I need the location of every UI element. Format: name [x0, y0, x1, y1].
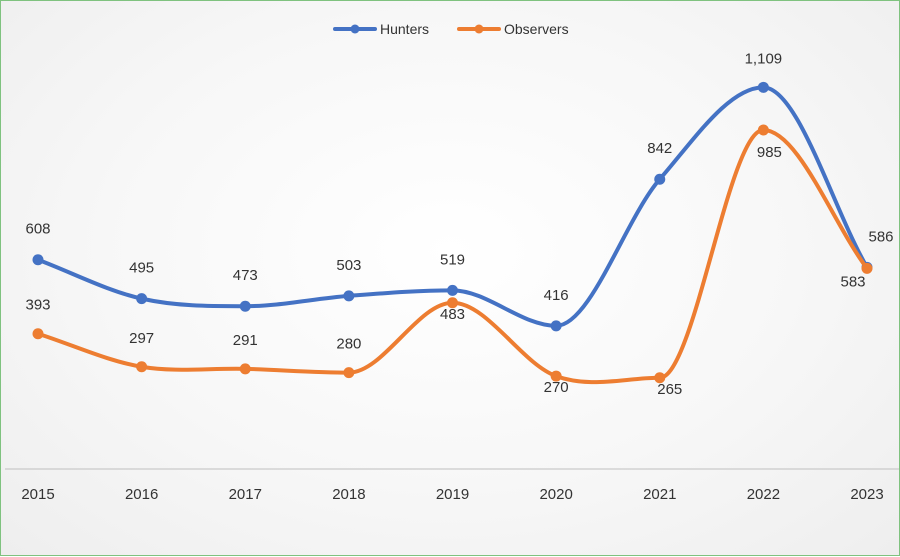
- data-point-hunters-2022: [757, 81, 769, 93]
- data-point-observers-2017: [239, 363, 251, 375]
- data-point-hunters-2015: [32, 254, 44, 266]
- data-label-hunters-2021: 842: [647, 140, 672, 157]
- data-label-hunters-2019: 519: [440, 251, 465, 268]
- x-tick-label-2023: 2023: [850, 486, 883, 503]
- x-tick-label-2015: 2015: [21, 486, 54, 503]
- x-tick-label-2022: 2022: [747, 486, 780, 503]
- data-point-hunters-2017: [239, 300, 251, 312]
- data-label-observers-2016: 297: [129, 330, 154, 347]
- data-point-observers-2019: [447, 297, 458, 309]
- data-point-observers-2021: [654, 372, 666, 384]
- data-label-hunters-2023: 586: [868, 228, 893, 245]
- data-label-observers-2017: 291: [233, 332, 258, 349]
- data-point-hunters-2018: [343, 290, 355, 302]
- data-point-observers-2016: [136, 361, 148, 373]
- data-point-observers-2015: [32, 328, 44, 340]
- data-point-hunters-2019: [447, 284, 458, 296]
- legend-label-hunters: Hunters: [380, 21, 429, 37]
- data-label-observers-2023: 583: [840, 273, 865, 290]
- data-point-observers-2023: [861, 262, 873, 274]
- data-label-hunters-2022: 1,109: [745, 50, 783, 67]
- data-label-hunters-2018: 503: [336, 257, 361, 274]
- data-label-hunters-2017: 473: [233, 267, 258, 284]
- data-point-hunters-2016: [136, 293, 148, 305]
- data-point-observers-2020: [550, 370, 562, 382]
- data-point-hunters-2020: [550, 320, 562, 332]
- x-tick-label-2017: 2017: [229, 486, 262, 503]
- legend-marker-observers: [474, 24, 484, 34]
- x-tick-label-2021: 2021: [643, 486, 676, 503]
- x-tick-layer: 2015 2016 2017 2018 2019 2020 2021 2022 2023: [21, 486, 883, 503]
- legend: Hunters Observers: [333, 21, 569, 37]
- data-label-observers-2018: 280: [336, 336, 361, 353]
- data-label-observers-2019: 483: [440, 306, 465, 323]
- legend-marker-hunters: [350, 24, 360, 34]
- data-label-observers-2021: 265: [657, 381, 682, 398]
- data-label-observers-2020: 270: [544, 379, 569, 396]
- data-label-layer: 608 495 473 503 519 416 842 1,109 586 393 297 291 28…: [25, 50, 893, 397]
- x-tick-label-2020: 2020: [539, 486, 572, 503]
- x-tick-label-2018: 2018: [332, 486, 365, 503]
- data-point-observers-2022: [757, 124, 769, 136]
- data-point-hunters-2021: [654, 173, 666, 185]
- series-layer: [32, 81, 873, 385]
- legend-label-observers: Observers: [504, 21, 569, 37]
- series-line-observers: [36, 127, 869, 385]
- data-label-observers-2015: 393: [25, 297, 50, 314]
- data-point-observers-2018: [343, 367, 355, 379]
- x-tick-label-2019: 2019: [436, 486, 469, 503]
- data-label-hunters-2020: 416: [544, 287, 569, 304]
- data-label-hunters-2016: 495: [129, 260, 154, 277]
- data-label-observers-2022: 985: [757, 144, 782, 161]
- x-tick-label-2016: 2016: [125, 486, 158, 503]
- data-label-hunters-2015: 608: [25, 221, 50, 238]
